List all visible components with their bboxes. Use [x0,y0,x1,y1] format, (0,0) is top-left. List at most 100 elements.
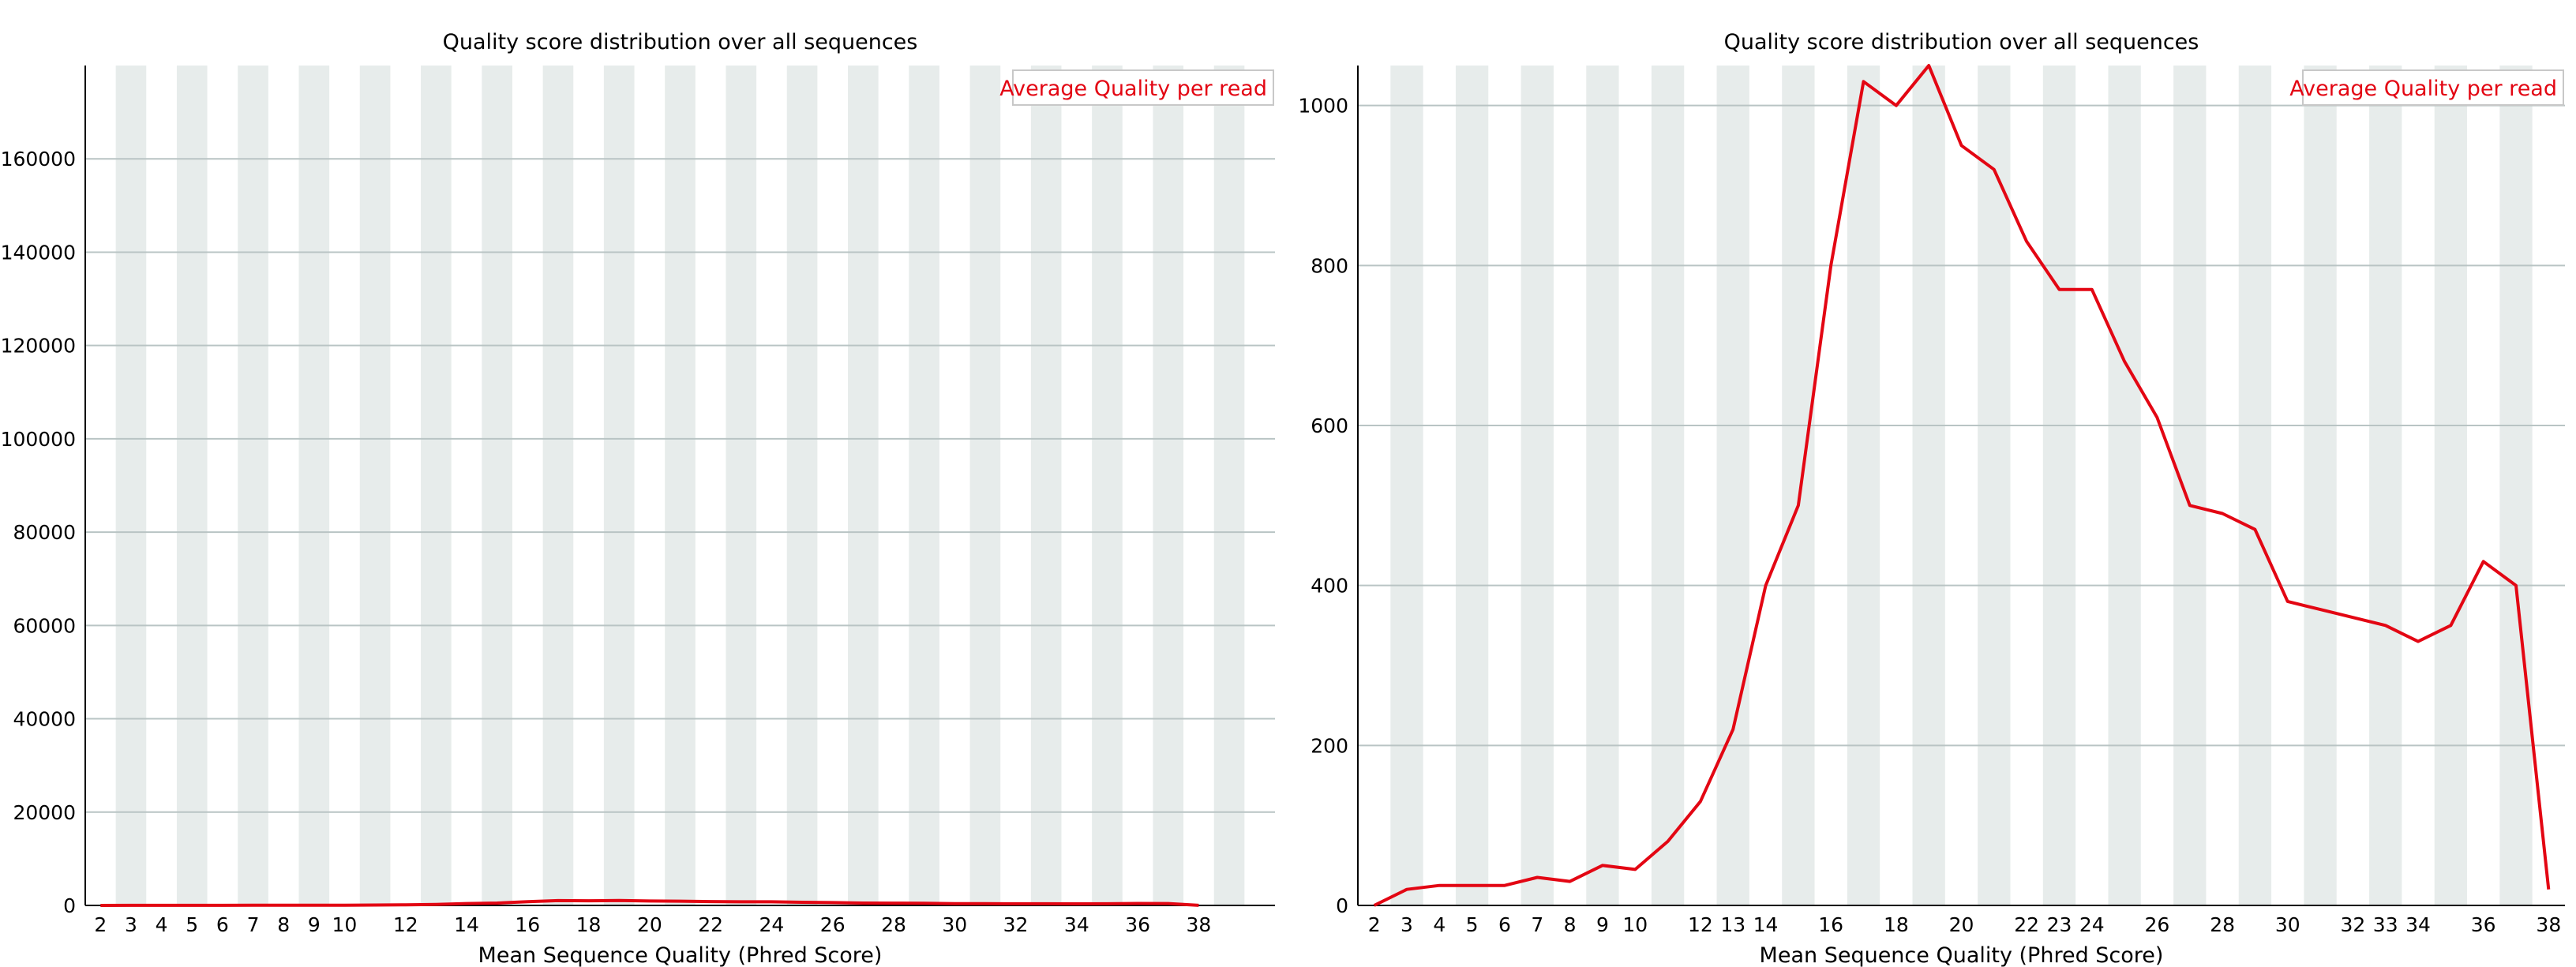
chart-title: Quality score distribution over all sequ… [1724,30,2199,54]
x-tick-label: 34 [1064,913,1089,936]
x-tick-label: 28 [2210,913,2235,936]
x-tick-label: 12 [1688,913,1713,936]
chart-title: Quality score distribution over all sequ… [443,30,918,54]
band [1651,66,1685,905]
band [1912,66,1945,905]
band [1978,66,2011,905]
y-tick-label: 100000 [1,428,76,451]
x-tick-label: 22 [2014,913,2039,936]
x-tick-label: 10 [332,913,358,936]
chart-panel-left: 0 20000 40000 60000 80000 100000 120000 140000 1… [1,30,1275,967]
band [2108,66,2141,905]
legend-label: Average Quality per read [2289,77,2557,101]
band [2042,66,2076,905]
x-tick-label: 3 [1400,913,1413,936]
quality-chart-left: 0 20000 40000 60000 80000 100000 120000 140000 1… [1,30,1275,967]
x-tick-label: 24 [759,913,785,936]
series-line [100,898,1199,907]
y-tick-label: 600 [1310,414,1348,437]
y-tick-label: 800 [1310,254,1348,277]
y-tick-label: 0 [1336,894,1348,917]
x-tick-label: 30 [942,913,967,936]
band [115,66,147,905]
band [1153,66,1184,905]
y-tick-label: 20000 [13,801,76,824]
x-tick-label: 14 [1753,913,1779,936]
x-tick-label: 36 [1125,913,1150,936]
x-tick-label: 32 [1003,913,1029,936]
x-tick-label: 33 [2373,913,2398,936]
x-tick-label: 12 [393,913,418,936]
x-tick-label: 5 [186,913,198,936]
x-tick-label: 18 [1884,913,1909,936]
y-tick-label: 80000 [13,521,76,544]
x-tick-label: 2 [94,913,107,936]
x-tick-label: 36 [2471,913,2496,936]
x-tick-label: 24 [2079,913,2105,936]
x-tick-label: 6 [1498,913,1511,936]
x-tick-label: 8 [277,913,290,936]
band [2304,66,2337,905]
band [848,66,879,905]
series-line [1373,64,2551,907]
x-tick-label: 5 [1466,913,1479,936]
band [542,66,574,905]
y-tick-label: 400 [1310,575,1348,598]
x-tick-label: 28 [881,913,906,936]
band [2499,66,2533,905]
band [176,66,208,905]
y-tick-label: 160000 [1,148,76,171]
band [1390,66,1423,905]
band [2173,66,2207,905]
x-tick-label: 20 [637,913,662,936]
band [1520,66,1554,905]
x-tick-label: 3 [125,913,137,936]
x-tick-label: 4 [1433,913,1445,936]
band [665,66,696,905]
x-tick-label: 18 [576,913,602,936]
legend-box [2302,69,2564,106]
x-tick-label: 23 [2047,913,2072,936]
band [726,66,757,905]
x-tick-label: 14 [454,913,479,936]
band [1455,66,1489,905]
band [786,66,818,905]
band [238,66,268,905]
x-axis-label: Mean Sequence Quality (Phred Score) [478,943,883,967]
band [909,66,939,905]
x-tick-label: 4 [156,913,168,936]
y-tick-label: 120000 [1,335,76,358]
x-axis-label: Mean Sequence Quality (Phred Score) [1760,943,2164,967]
x-tick-label: 26 [2145,913,2170,936]
x-tick-label: 6 [216,913,229,936]
x-tick-label: 38 [2536,913,2561,936]
x-tick-label: 9 [308,913,321,936]
band [1586,66,1619,905]
band [421,66,452,905]
band [1213,66,1245,905]
band [603,66,635,905]
y-tick-label: 1000 [1298,95,1348,118]
y-tick-label: 140000 [1,241,76,264]
x-tick-label: 7 [1531,913,1543,936]
band [1092,66,1123,905]
x-tick-label: 30 [2275,913,2300,936]
x-tick-label: 26 [820,913,846,936]
band [2369,66,2402,905]
x-tick-label: 16 [1818,913,1843,936]
y-tick-label: 40000 [13,708,76,731]
legend-label: Average Quality per read [999,77,1267,101]
band [359,66,391,905]
x-tick-label: 2 [1368,913,1381,936]
band [482,66,512,905]
x-tick-label: 10 [1622,913,1648,936]
legend-box [1012,69,1274,106]
x-tick-label: 38 [1186,913,1211,936]
x-tick-label: 34 [2405,913,2431,936]
y-tick-label: 60000 [13,614,76,637]
band [2238,66,2272,905]
x-tick-label: 8 [1564,913,1577,936]
band [1030,66,1062,905]
x-tick-label: 32 [2340,913,2365,936]
x-tick-label: 13 [1720,913,1745,936]
